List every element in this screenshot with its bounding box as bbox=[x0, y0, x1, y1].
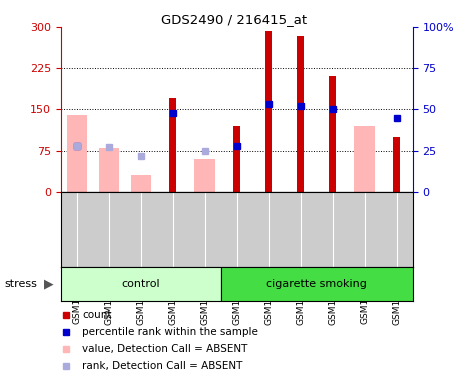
Text: GDS2490 / 216415_at: GDS2490 / 216415_at bbox=[161, 13, 308, 26]
Text: rank, Detection Call = ABSENT: rank, Detection Call = ABSENT bbox=[82, 361, 242, 371]
Bar bbox=[329, 76, 336, 192]
Text: percentile rank within the sample: percentile rank within the sample bbox=[82, 327, 258, 337]
Bar bbox=[169, 98, 176, 192]
Text: count: count bbox=[82, 310, 112, 320]
Bar bbox=[221, 267, 413, 301]
Bar bbox=[297, 36, 304, 192]
Bar bbox=[98, 148, 119, 192]
Bar bbox=[265, 31, 272, 192]
Bar bbox=[61, 267, 221, 301]
Text: ▶: ▶ bbox=[44, 278, 54, 291]
Text: control: control bbox=[121, 279, 160, 289]
Bar bbox=[130, 175, 151, 192]
Bar bbox=[233, 126, 240, 192]
Bar bbox=[67, 115, 87, 192]
Text: stress: stress bbox=[5, 279, 38, 289]
Text: cigarette smoking: cigarette smoking bbox=[266, 279, 367, 289]
Bar bbox=[393, 137, 400, 192]
Text: value, Detection Call = ABSENT: value, Detection Call = ABSENT bbox=[82, 344, 248, 354]
Bar bbox=[355, 126, 375, 192]
Bar bbox=[195, 159, 215, 192]
